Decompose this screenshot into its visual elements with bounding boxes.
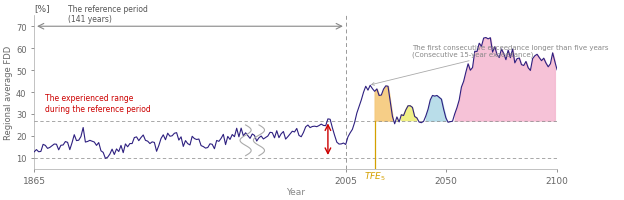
Text: The reference period
(141 years): The reference period (141 years) [67,5,147,24]
Text: The first consecutive exceedance longer than five years
(Consecutive 15-year exc: The first consecutive exceedance longer … [371,45,609,86]
X-axis label: Year: Year [286,187,305,196]
Y-axis label: Regional average FDD: Regional average FDD [4,46,13,139]
Text: [%]: [%] [34,4,50,13]
Text: $TFE_5$: $TFE_5$ [364,170,386,182]
Text: The experienced range
during the reference period: The experienced range during the referen… [46,94,151,113]
